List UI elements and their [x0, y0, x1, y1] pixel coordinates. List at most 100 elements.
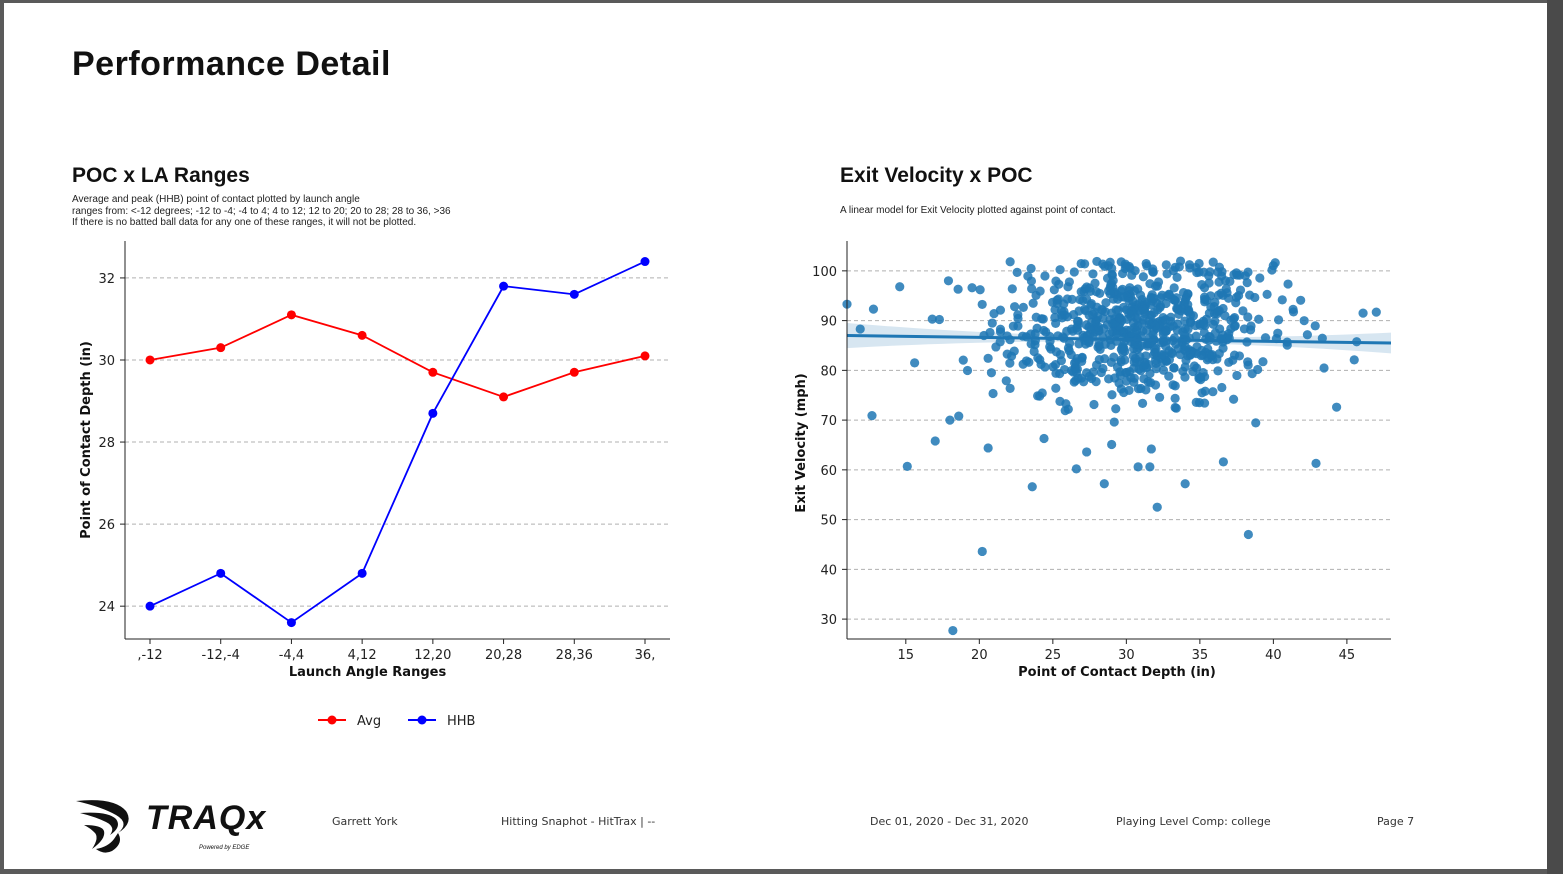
scatter-point [1170, 393, 1180, 403]
scatter-point [983, 443, 993, 453]
scatter-point [1254, 314, 1264, 324]
footer-page-number: Page 7 [1377, 815, 1415, 828]
scatter-point [1200, 386, 1210, 396]
x-tick-label: 30 [1118, 648, 1135, 663]
scatter-point [1158, 365, 1169, 375]
scatter-point [1150, 321, 1160, 331]
scatter-point [1001, 376, 1011, 386]
scatter-point [1149, 308, 1159, 318]
scatter-point [995, 337, 1005, 347]
traqx-logo: TRAQx Powered by EDGE [74, 795, 274, 855]
scatter-point [1199, 319, 1209, 329]
scatter-point [1149, 293, 1159, 303]
scatter-point [1005, 257, 1015, 267]
scatter-point [910, 358, 920, 368]
data-point-avg [216, 343, 226, 353]
scatter-point [1283, 279, 1293, 289]
regression-line [846, 334, 1392, 345]
scatter-point [1109, 352, 1119, 362]
x-tick-label: 28,36 [556, 648, 593, 663]
scatter-point [1073, 316, 1083, 327]
scatter-point [1169, 363, 1179, 373]
scatter-point [1120, 355, 1130, 365]
scatter-point [1242, 278, 1252, 288]
ev-poc-scatter-chart: 30 40 50 60 70 80 90 100 15 20 25 30 35 40 45 Point of … [794, 241, 1392, 680]
scatter-point [977, 546, 987, 557]
scatter-point [1145, 368, 1155, 379]
scatter-point [987, 318, 997, 328]
x-axis-label: Point of Contact Depth (in) [1018, 665, 1216, 680]
scatter-point [1190, 320, 1201, 331]
scatter-point [1053, 294, 1064, 304]
data-point-hhb [569, 289, 579, 299]
scatter-point [1171, 403, 1181, 413]
scatter-point [1012, 267, 1022, 278]
data-point-hhb [499, 281, 509, 291]
scatter-point [867, 411, 877, 421]
scatter-point [1220, 276, 1231, 286]
scatter-point [988, 388, 998, 399]
scatter-point [1109, 417, 1119, 427]
y-tick-label: 70 [820, 414, 837, 429]
scatter-point [1332, 402, 1342, 412]
scatter-point [1213, 290, 1224, 300]
scatter-point [1217, 382, 1227, 393]
scatter-point [1129, 357, 1139, 367]
scatter-point [1223, 293, 1234, 303]
scatter-point [1164, 290, 1174, 300]
data-point-hhb [145, 601, 155, 611]
scatter-point [1081, 320, 1091, 330]
legend-label-hhb: HHB [447, 714, 475, 729]
footer-level-comp: Playing Level Comp: college [1116, 815, 1271, 828]
y-tick-label: 40 [820, 563, 837, 578]
scatter-point [1180, 316, 1190, 326]
scatter-point [1054, 279, 1064, 289]
scatter-point [1094, 341, 1104, 351]
data-point-avg [640, 351, 650, 361]
scatter-point [1208, 257, 1218, 267]
scatter-point [1180, 330, 1190, 340]
scatter-point [1200, 294, 1210, 305]
scatter-point [1288, 307, 1299, 317]
scatter-point [1270, 258, 1280, 268]
scatter-point [1106, 308, 1117, 318]
scatter-point [1121, 376, 1132, 386]
scatter-point [1099, 479, 1109, 489]
scatter-point [1115, 314, 1125, 324]
y-tick-label: 30 [98, 354, 115, 369]
scatter-point [1199, 398, 1210, 408]
y-tick-label: 50 [820, 514, 837, 529]
scatter-point [1033, 391, 1043, 401]
x-tick-label: 35 [1192, 648, 1209, 663]
scatter-point [1161, 260, 1171, 270]
scatter-point [983, 353, 993, 363]
right-panel-description: A linear model for Exit Velocity plotted… [840, 205, 1116, 216]
scatter-point [1196, 351, 1206, 361]
report-page: Performance Detail POC x LA Ranges Avera… [4, 3, 1547, 869]
footer-report-name: Hitting Snaphot - HitTrax | -- [501, 815, 656, 828]
scatter-point [1194, 258, 1204, 269]
scatter-point [1055, 265, 1065, 275]
scatter-point [1090, 278, 1100, 288]
scatter-point [1076, 258, 1086, 269]
x-tick-label: 25 [1045, 648, 1062, 663]
scatter-point [1148, 267, 1158, 277]
scatter-point [1064, 277, 1074, 287]
scatter-point [1246, 321, 1256, 331]
scatter-point [1255, 273, 1265, 283]
scatter-point [1229, 313, 1240, 323]
scatter-point [1151, 364, 1161, 374]
scatter-point [1162, 269, 1172, 279]
scatter-point [1172, 272, 1182, 283]
scatter-point [1039, 325, 1049, 336]
scatter-point [1234, 290, 1244, 301]
scatter-point [1145, 462, 1155, 472]
scatter-point [1137, 318, 1147, 328]
scatter-point [1071, 464, 1081, 474]
scatter-point [1139, 374, 1149, 384]
scatter-point [1210, 328, 1220, 338]
scatter-point [1277, 295, 1287, 305]
scatter-point [1178, 366, 1188, 376]
scatter-point [1141, 385, 1151, 395]
x-tick-label: ,-12 [137, 648, 162, 663]
